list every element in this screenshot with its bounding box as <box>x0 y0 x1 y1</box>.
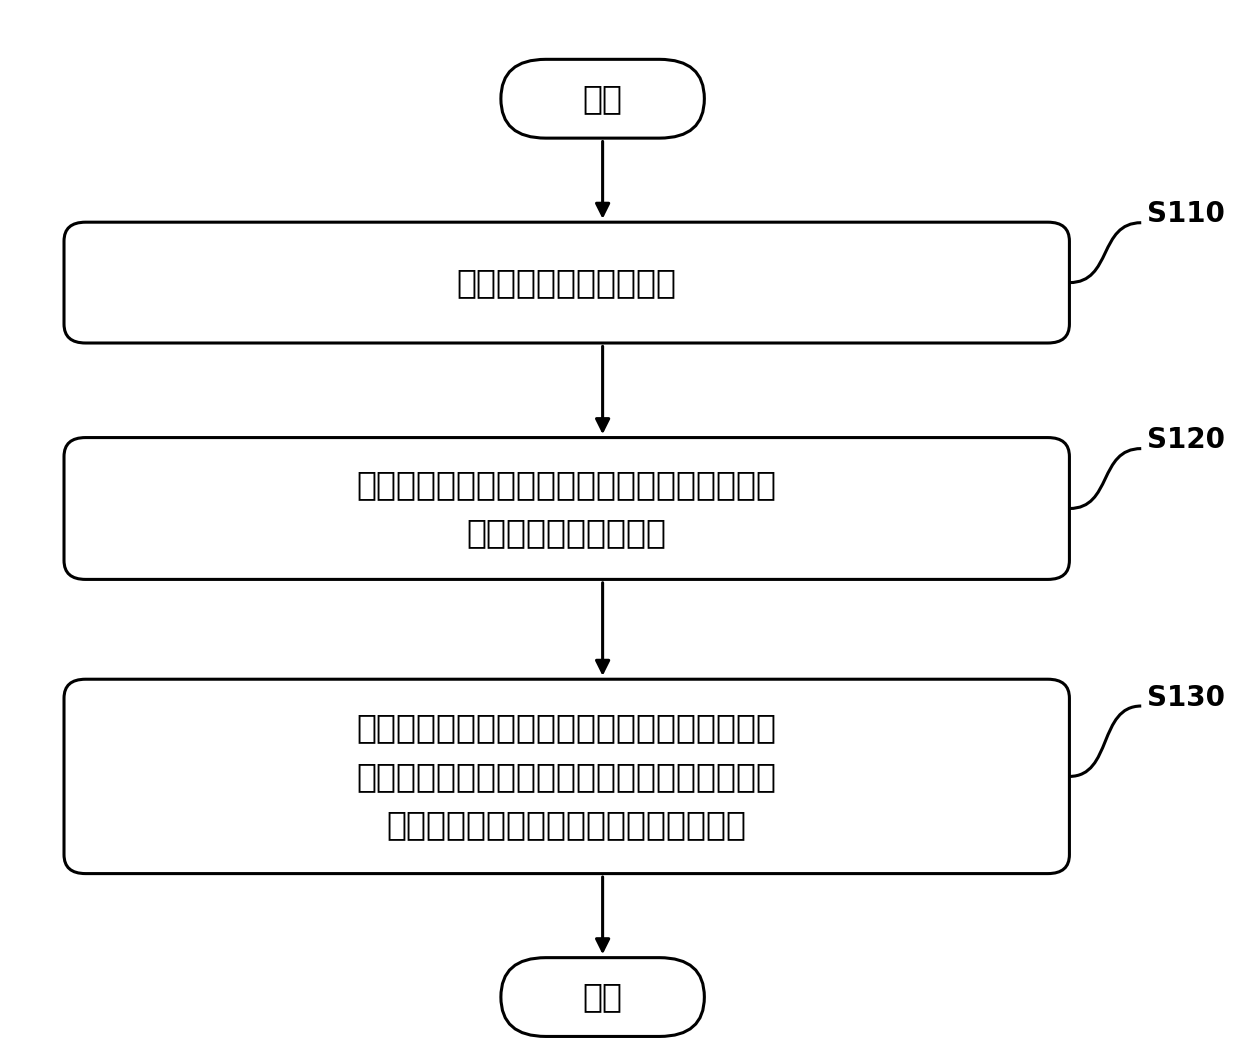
FancyBboxPatch shape <box>501 957 704 1037</box>
Text: S130: S130 <box>1147 684 1225 712</box>
FancyBboxPatch shape <box>64 679 1069 874</box>
Text: 如果第一风速大于风速阀値，则获取第一预设时
长内的第一平均桨距角: 如果第一风速大于风速阀値，则获取第一预设时 长内的第一平均桨距角 <box>357 468 776 550</box>
Text: S110: S110 <box>1147 200 1225 229</box>
Text: 结束: 结束 <box>583 981 622 1013</box>
FancyBboxPatch shape <box>64 222 1069 343</box>
FancyBboxPatch shape <box>64 437 1069 579</box>
FancyBboxPatch shape <box>501 59 704 138</box>
Text: 开始: 开始 <box>583 83 622 115</box>
Text: 如果该第一平均桨距角大于桨距角阀値，则将用
于触发降低风力发电机组的额定转速的第一调速
指令发送给该风力发电机组的变桨控制器: 如果该第一平均桨距角大于桨距角阀値，则将用 于触发降低风力发电机组的额定转速的第… <box>357 712 776 842</box>
Text: 获取当前时刻的第一风速: 获取当前时刻的第一风速 <box>456 266 677 299</box>
Text: S120: S120 <box>1147 426 1225 454</box>
